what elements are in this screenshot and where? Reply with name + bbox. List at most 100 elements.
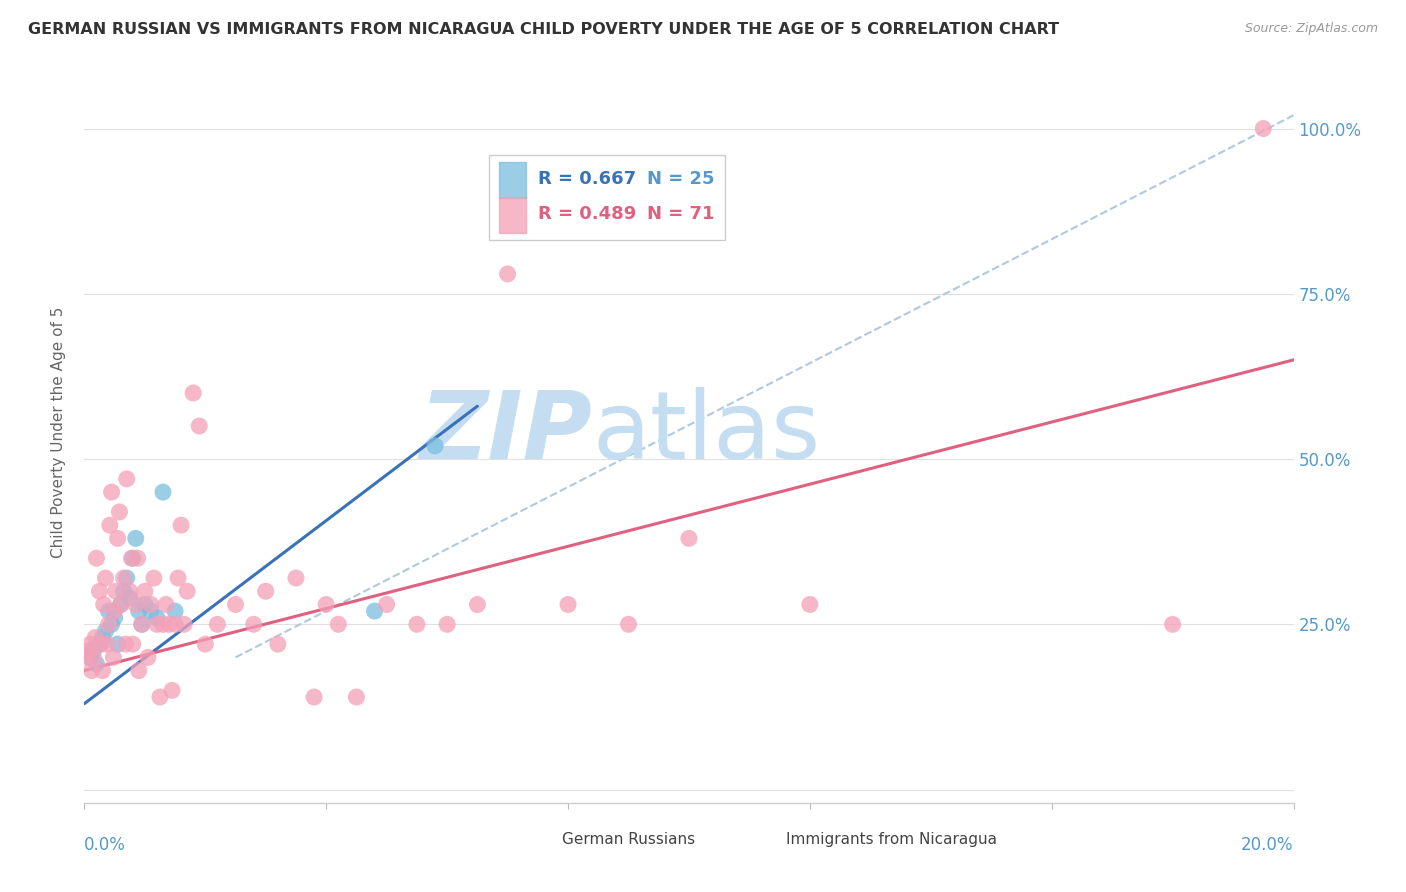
Point [149,690,172,704]
Text: atlas: atlas [592,386,821,479]
Point [315,598,337,612]
Point [176,584,198,599]
Point [152,617,174,632]
Point [108,505,131,519]
Point [155,598,177,612]
Point [103,650,125,665]
Text: Immigrants from Nicaragua: Immigrants from Nicaragua [786,832,997,847]
Point [139,598,162,612]
Point [146,617,169,632]
Point [267,637,290,651]
Point [107,637,129,651]
Point [406,617,429,632]
Point [125,532,148,546]
Point [94,624,117,638]
Point [112,584,135,599]
Text: R = 0.667: R = 0.667 [538,169,636,187]
Point [91,631,114,645]
Point [557,598,579,612]
Point [194,637,217,651]
Text: N = 71: N = 71 [647,205,714,223]
Point [678,532,700,546]
Point [110,598,132,612]
Point [157,617,180,632]
Point [121,637,143,651]
Point [242,617,264,632]
Point [112,571,135,585]
Point [121,551,143,566]
Point [100,617,122,632]
Point [118,591,141,605]
Point [346,690,368,704]
Point [114,637,136,651]
Point [100,485,122,500]
Point [84,631,107,645]
Y-axis label: Child Poverty Under the Age of 5: Child Poverty Under the Age of 5 [51,307,66,558]
Point [302,690,325,704]
Point [89,637,111,651]
Point [423,439,446,453]
Point [104,611,127,625]
Point [142,571,165,585]
Point [93,598,115,612]
Point [131,617,153,632]
Point [375,598,398,612]
Point [167,571,190,585]
Point [91,664,114,678]
Point [285,571,308,585]
Point [127,551,149,566]
Point [160,683,183,698]
Point [79,650,101,665]
Point [76,650,98,665]
Point [254,584,277,599]
Point [125,598,148,612]
Point [121,551,143,566]
Point [467,598,489,612]
Point [80,664,103,678]
Point [165,604,187,618]
Point [436,617,458,632]
Text: GERMAN RUSSIAN VS IMMIGRANTS FROM NICARAGUA CHILD POVERTY UNDER THE AGE OF 5 COR: GERMAN RUSSIAN VS IMMIGRANTS FROM NICARA… [28,22,1059,37]
Point [617,617,640,632]
Point [328,617,350,632]
Point [1253,121,1275,136]
Point [146,611,169,625]
Point [128,604,150,618]
Point [207,617,229,632]
Point [128,664,150,678]
Point [136,650,159,665]
Point [115,472,138,486]
Point [86,551,108,566]
Point [86,657,108,671]
Point [225,598,247,612]
Text: 20.0%: 20.0% [1241,836,1294,854]
Point [118,584,141,599]
Point [104,604,127,618]
Point [98,518,121,533]
Point [82,644,104,658]
Point [89,584,111,599]
Point [82,650,104,665]
Point [170,518,193,533]
Point [165,617,187,632]
Point [90,637,112,651]
Bar [499,197,526,233]
Point [107,532,129,546]
Point [104,584,127,599]
Point [115,571,138,585]
Point [1161,617,1184,632]
Point [188,419,211,434]
Text: ZIP: ZIP [419,386,592,479]
Point [152,485,174,500]
Point [110,598,132,612]
Point [134,584,156,599]
Point [77,644,100,658]
Text: Source: ZipAtlas.com: Source: ZipAtlas.com [1244,22,1378,36]
Text: R = 0.489: R = 0.489 [538,205,636,223]
Point [94,571,117,585]
Point [363,604,385,618]
Point [799,598,821,612]
Point [173,617,195,632]
Bar [744,829,778,851]
Point [79,637,101,651]
